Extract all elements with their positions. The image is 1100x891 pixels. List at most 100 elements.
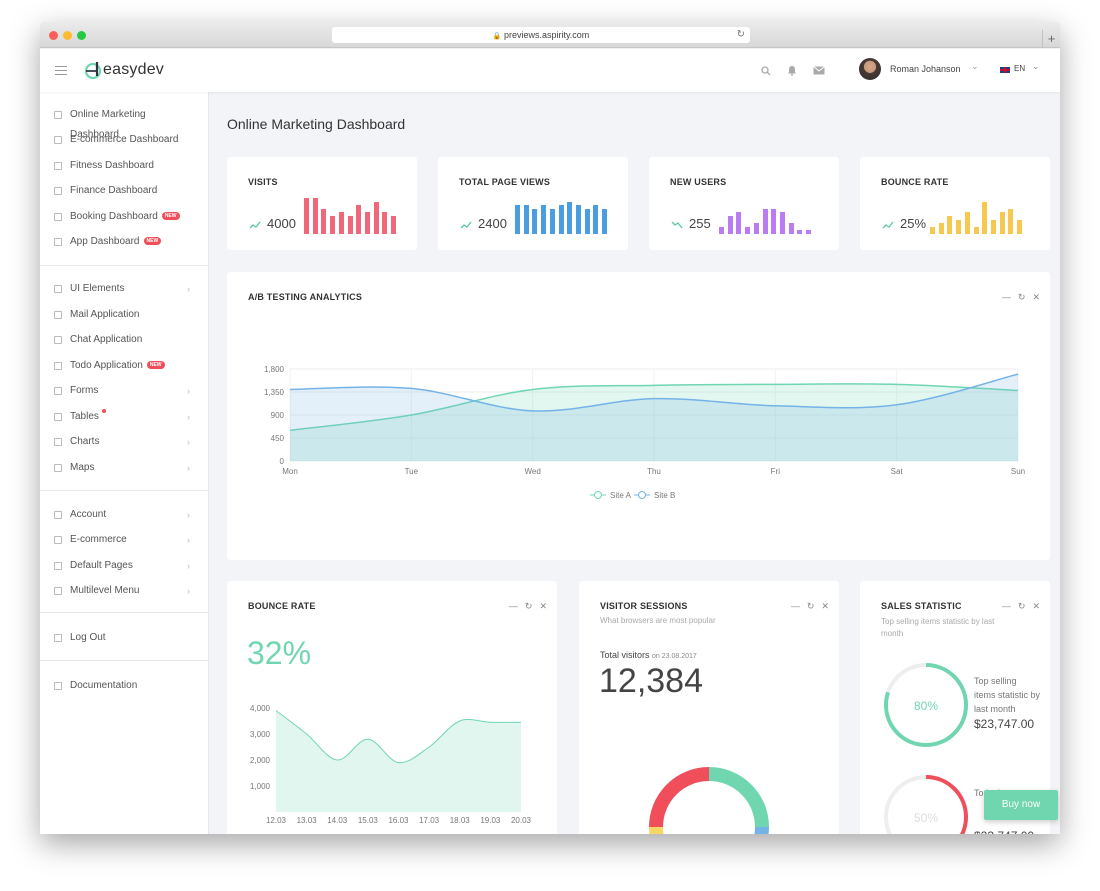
logo[interactable]: easydev [82, 59, 164, 86]
sidebar-divider [40, 490, 208, 491]
stat-bar [947, 216, 953, 234]
sidebar-item-charts[interactable]: Charts › [54, 432, 194, 452]
sidebar-item-tables[interactable]: Tables › [54, 407, 194, 427]
stat-bar [797, 230, 803, 234]
card-tools: — ↻ ✕ [995, 601, 1040, 612]
chevron-right-icon: › [187, 284, 190, 294]
sidebar-item-label: Default Pages [70, 560, 133, 571]
language-chevron-icon[interactable]: ⌄ [1032, 61, 1040, 71]
list-icon [54, 362, 62, 370]
sidebar-item-app-dashboard[interactable]: App Dashboard NEW [54, 232, 194, 252]
sidebar: Online Marketing Dashboard E-commerce Das… [40, 92, 209, 834]
sidebar-item-e-commerce[interactable]: E-commerce › [54, 530, 194, 550]
sidebar-item-documentation[interactable]: Documentation [54, 676, 194, 696]
stat-bar-chart [719, 197, 811, 234]
sidebar-item-chat-application[interactable]: Chat Application [54, 330, 194, 350]
chevron-down-icon[interactable]: ⌄ [971, 61, 979, 71]
legend-label: Site B [654, 491, 675, 500]
sidebar-item-account[interactable]: Account › [54, 505, 194, 525]
x-tick-label: Thu [647, 467, 661, 476]
y-tick-label: 900 [271, 411, 285, 420]
sidebar-item-maps[interactable]: Maps › [54, 458, 194, 478]
new-tab-button[interactable]: + [1042, 30, 1060, 48]
legend-label: Site A [610, 491, 632, 500]
sales-statistic-subtitle: Top selling items statistic by last mont… [881, 617, 995, 638]
x-tick-label: 19.03 [480, 816, 501, 825]
ring-progress [884, 663, 968, 747]
stat-bar [788, 223, 794, 234]
address-bar[interactable]: 🔒 previews.aspirity.com ↻ [332, 27, 750, 43]
sidebar-item-multilevel-menu[interactable]: Multilevel Menu › [54, 581, 194, 601]
sidebar-divider [40, 660, 208, 661]
collapse-icon[interactable]: — [1001, 292, 1011, 302]
stat-bar [338, 212, 344, 234]
language-label[interactable]: EN [1014, 64, 1026, 73]
bounce-rate-chart: 1,000 2,000 3,000 4,000 12.03 13.03 14.03 15.03… [250, 704, 532, 825]
sidebar-item-booking-dashboard[interactable]: Booking Dashboard NEW [54, 207, 194, 227]
flag-uk-icon[interactable] [1000, 67, 1010, 73]
sidebar-item-forms[interactable]: Forms › [54, 381, 194, 401]
refresh-icon[interactable]: ↻ [1017, 601, 1026, 611]
ab-testing-chart: 0 450 900 1,350 1,800 Mon Tue Wed Thu Fri Sat Sun Si… [264, 365, 1025, 500]
sidebar-divider [40, 612, 208, 613]
x-tick-label: 20.03 [511, 816, 532, 825]
close-icon[interactable]: ✕ [1032, 601, 1040, 611]
sidebar-item-fitness-dashboard[interactable]: Fitness Dashboard [54, 156, 194, 176]
collapse-icon[interactable]: — [508, 601, 518, 611]
sidebar-item-default-pages[interactable]: Default Pages › [54, 556, 194, 576]
reload-icon[interactable]: ↻ [736, 29, 745, 40]
bubble-icon [54, 336, 62, 344]
sidebar-item-e-commerce-dashboard[interactable]: E-commerce Dashboard [54, 130, 194, 150]
menu-icon[interactable] [55, 66, 67, 75]
new-badge: NEW [143, 237, 162, 245]
user-name[interactable]: Roman Johanson [890, 64, 961, 74]
chevron-right-icon: › [187, 535, 190, 545]
ab-testing-card: A/B TESTING ANALYTICS — ↻ ✕ 0 450 900 1,350 1,… [227, 272, 1050, 560]
sidebar-item-online-marketing-dashboard[interactable]: Online Marketing Dashboard [54, 105, 194, 140]
text-icon [54, 682, 62, 690]
mail-icon[interactable] [813, 66, 825, 75]
buy-now-button[interactable]: Buy now [984, 790, 1058, 820]
sidebar-item-mail-application[interactable]: Mail Application [54, 305, 194, 325]
refresh-icon[interactable]: ↻ [1017, 292, 1026, 302]
sidebar-item-log-out[interactable]: Log Out [54, 628, 194, 648]
card-tools: — ↻ ✕ [502, 601, 547, 612]
sales-item-text: Top selling items statistic by last mont… [974, 676, 1040, 714]
logo-text: easydev [103, 61, 164, 78]
sidebar-item-label: UI Elements [70, 283, 125, 294]
y-tick-label: 0 [280, 457, 285, 466]
refresh-icon[interactable]: ↻ [524, 601, 533, 611]
close-icon[interactable]: ✕ [821, 601, 829, 611]
minimize-window-icon[interactable] [63, 31, 72, 40]
stat-bar [356, 205, 362, 234]
avatar[interactable] [859, 58, 881, 80]
sidebar-item-todo-application[interactable]: Todo Application NEW [54, 356, 194, 376]
stat-bar [779, 212, 785, 234]
stat-bar [806, 230, 811, 234]
cart-icon [54, 536, 62, 544]
collapse-icon[interactable]: — [790, 601, 800, 611]
x-tick-label: Wed [525, 467, 541, 476]
collapse-icon[interactable]: — [1001, 601, 1011, 611]
stat-bar [938, 223, 944, 234]
bell-icon[interactable] [787, 65, 797, 76]
stat-bar [999, 212, 1005, 234]
close-icon[interactable]: ✕ [1032, 292, 1040, 302]
legend-marker [594, 491, 602, 499]
maximize-window-icon[interactable] [77, 31, 86, 40]
close-icon[interactable]: ✕ [539, 601, 547, 611]
sidebar-item-ui-elements[interactable]: UI Elements › [54, 279, 194, 299]
pages-icon [54, 562, 62, 570]
stat-bar-chart [930, 197, 1022, 234]
search-icon[interactable] [761, 66, 771, 76]
legend-marker [638, 491, 646, 499]
series-area-site-a [290, 383, 1018, 461]
stat-bar [304, 198, 309, 234]
close-window-icon[interactable] [49, 31, 58, 40]
sidebar-item-label: Tables [70, 407, 106, 427]
sidebar-item-finance-dashboard[interactable]: Finance Dashboard [54, 181, 194, 201]
y-tick-label: 450 [271, 434, 285, 443]
refresh-icon[interactable]: ↻ [806, 601, 815, 611]
stat-bar [593, 205, 599, 234]
sidebar-item-label: Mail Application [70, 309, 140, 320]
